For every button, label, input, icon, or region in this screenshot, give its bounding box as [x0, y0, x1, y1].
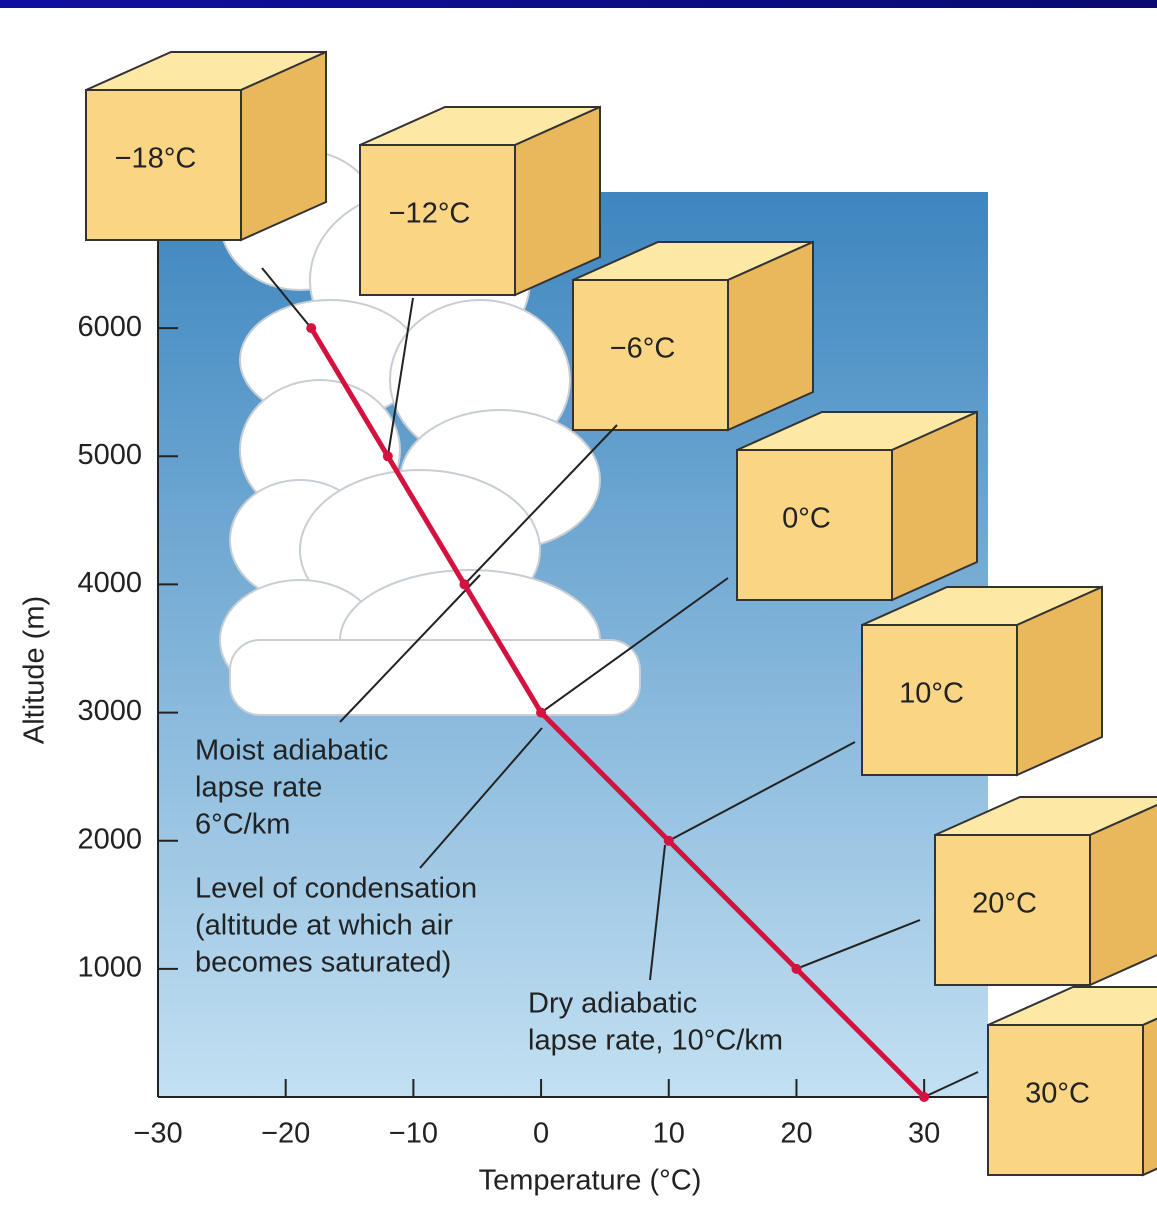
point — [791, 963, 802, 974]
cube-label: 20°C — [972, 888, 1037, 920]
top-bar — [0, 0, 1157, 8]
annotation: lapse rate, 10°C/km — [528, 1025, 783, 1057]
cube-label: 10°C — [899, 678, 964, 710]
point — [459, 579, 470, 590]
y-axis-title: Altitude (m) — [19, 596, 51, 744]
annotation: becomes saturated) — [195, 947, 451, 979]
annotation: Moist adiabatic — [195, 735, 388, 767]
point — [536, 707, 547, 718]
cube-front — [736, 449, 893, 601]
x-tick-label: −20 — [261, 1118, 310, 1150]
y-tick-label: 5000 — [77, 439, 142, 471]
leader-line — [668, 741, 856, 842]
y-tick-label: 2000 — [77, 823, 142, 855]
cube-front — [934, 834, 1091, 986]
cube-front — [987, 1024, 1144, 1176]
cube-front — [359, 144, 516, 296]
annotation: 6°C/km — [195, 809, 290, 841]
cube-label: −6°C — [610, 333, 676, 365]
leader-line — [463, 424, 618, 586]
annotation: lapse rate — [195, 772, 322, 804]
cube-top — [987, 986, 1157, 1026]
point — [306, 323, 317, 334]
cube-label: −12°C — [389, 198, 471, 230]
point — [919, 1092, 930, 1102]
cube-front — [861, 624, 1018, 776]
cube-label: −18°C — [115, 143, 197, 175]
x-tick-label: −10 — [389, 1118, 438, 1150]
leader-line — [923, 1071, 979, 1098]
annotation: Level of condensation — [195, 873, 477, 905]
cube-front — [85, 89, 242, 241]
x-tick-label: −30 — [133, 1118, 182, 1150]
cloud — [219, 149, 641, 716]
cube-front — [572, 279, 729, 431]
y-tick-label: 6000 — [77, 311, 142, 343]
x-tick-label: 10 — [653, 1118, 685, 1150]
x-tick-label: 0 — [533, 1118, 549, 1150]
annotation: Dry adiabatic — [528, 988, 697, 1020]
y-tick-label: 3000 — [77, 695, 142, 727]
annotation-leader — [339, 574, 481, 723]
annotation-leader — [649, 844, 666, 981]
point — [663, 835, 674, 846]
leader-line — [540, 577, 729, 714]
x-axis-title: Temperature (°C) — [479, 1165, 702, 1197]
y-tick-label: 1000 — [77, 952, 142, 984]
leader-line — [796, 919, 921, 970]
annotation-leader — [419, 727, 543, 869]
cube-label: 0°C — [782, 503, 831, 535]
y-tick-label: 4000 — [77, 567, 142, 599]
x-tick-label: 30 — [908, 1118, 940, 1150]
x-tick-label: 20 — [780, 1118, 812, 1150]
cube-label: 30°C — [1025, 1078, 1090, 1110]
leader-line — [386, 297, 414, 457]
leader-line — [261, 267, 313, 329]
annotation: (altitude at which air — [195, 910, 453, 942]
point — [382, 451, 393, 462]
